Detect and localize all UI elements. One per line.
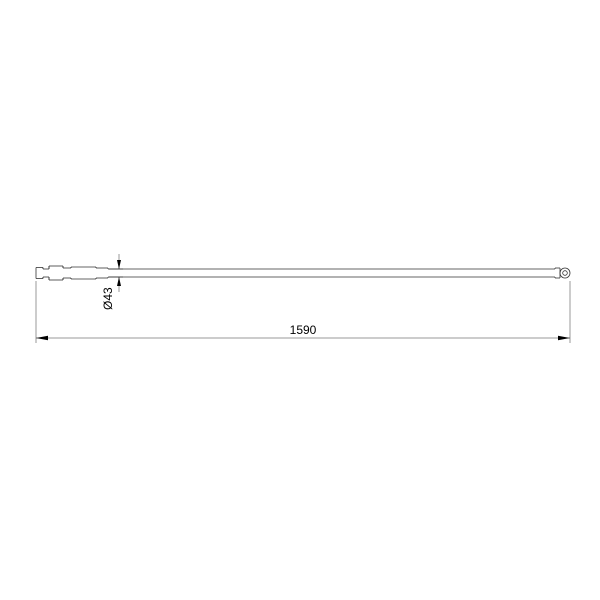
length-dimension-value: 1590 [290,323,317,337]
diameter-dimension-value: Ø43 [101,287,115,310]
